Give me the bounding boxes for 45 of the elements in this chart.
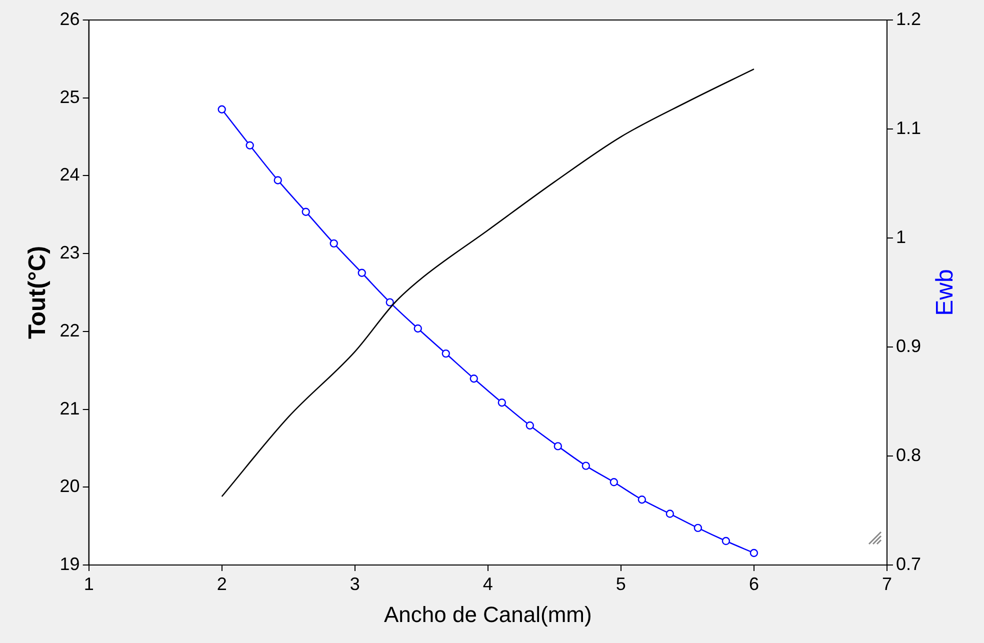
x-tick-label: 3: [350, 574, 360, 594]
y-tick-label: 24: [60, 164, 80, 185]
y-tick-label: 19: [60, 554, 80, 574]
x-tick-label: 1: [84, 574, 94, 594]
y-tick-label: 25: [60, 86, 80, 107]
x-tick-label: 5: [616, 574, 626, 594]
y2-tick-label: 1.1: [896, 118, 922, 138]
y2-tick-label: 0.9: [896, 336, 922, 356]
point: [554, 442, 562, 450]
point: [246, 141, 254, 150]
y2-axis-title: Ewb: [932, 269, 959, 316]
y-tick-label: 26: [60, 8, 80, 29]
y2-tick-label: 0.8: [896, 444, 922, 465]
x-tick-label: 2: [216, 574, 227, 594]
point: [358, 268, 366, 277]
y2-tick-label: 0.7: [896, 554, 922, 574]
point: [414, 324, 422, 333]
x-axis-title: Ancho de Canal(mm): [384, 602, 592, 627]
point: [386, 298, 394, 306]
y2-tick-label: 1.2: [896, 8, 922, 29]
point: [666, 510, 674, 518]
point: [610, 478, 618, 486]
point: [750, 548, 758, 558]
point: [218, 105, 226, 114]
y-tick-label: 23: [60, 242, 80, 263]
point: [302, 208, 310, 216]
point: [526, 421, 534, 430]
point: [470, 374, 478, 383]
point: [722, 536, 730, 546]
point: [274, 176, 282, 184]
x-tick-label: 7: [882, 574, 892, 594]
point: [694, 524, 702, 532]
line-series: [221, 68, 755, 498]
point: [582, 462, 590, 470]
y-axis-title: Tout(°C): [24, 246, 52, 340]
y-tick-label: 22: [60, 320, 80, 340]
y-tick-label: 20: [60, 476, 80, 496]
point: [442, 349, 450, 358]
x-tick-label: 6: [748, 574, 759, 594]
y-tick-label: 21: [60, 398, 80, 418]
x-tick-label: 4: [482, 574, 493, 594]
point: [330, 239, 338, 248]
y2-tick-label: 1: [896, 226, 906, 247]
point: [638, 496, 646, 504]
point: [498, 398, 506, 407]
